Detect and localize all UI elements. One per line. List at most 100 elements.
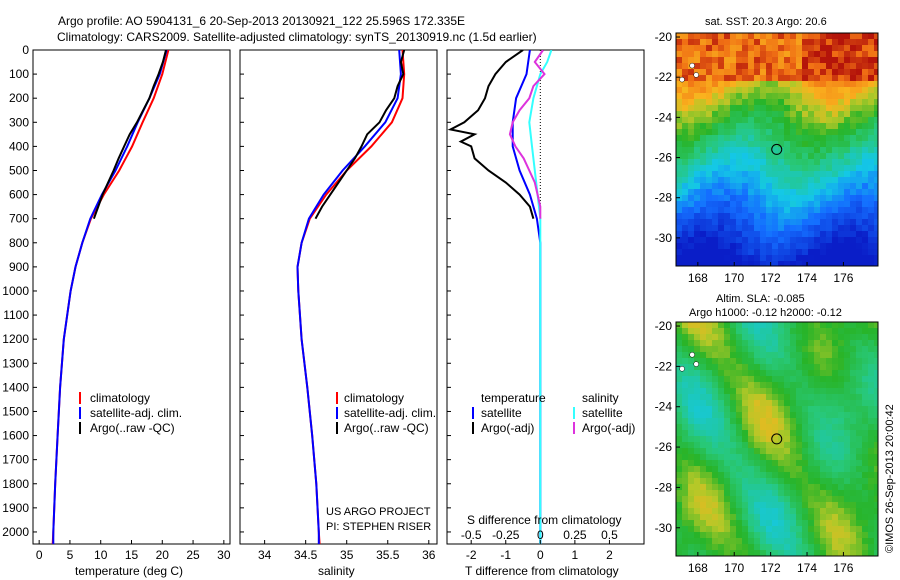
map-cell xyxy=(802,466,809,473)
map-cell xyxy=(712,490,719,497)
map-cell xyxy=(844,550,851,556)
map-cell xyxy=(712,171,719,178)
map-cell xyxy=(838,448,845,455)
map-cell xyxy=(826,189,833,196)
map-cell xyxy=(754,496,761,503)
map-cell xyxy=(772,418,779,425)
map-cell xyxy=(844,340,851,347)
map-cell xyxy=(868,352,875,359)
map-cell xyxy=(838,514,845,521)
map-cell xyxy=(742,346,749,353)
map-cell xyxy=(862,177,869,184)
map-cell xyxy=(850,39,857,46)
map-cell xyxy=(838,346,845,353)
map-cell xyxy=(796,165,803,172)
map-cell xyxy=(790,159,797,166)
map-cell xyxy=(820,147,827,154)
map-cell xyxy=(844,544,851,551)
map-cell xyxy=(688,388,695,395)
map-cell xyxy=(772,400,779,407)
map-cell xyxy=(754,466,761,473)
map-cell xyxy=(838,147,845,154)
map-cell xyxy=(790,448,797,455)
map-cell xyxy=(694,201,701,208)
map-cell xyxy=(760,189,767,196)
map-cell xyxy=(796,39,803,46)
map-cell xyxy=(796,430,803,437)
map-cell xyxy=(778,472,785,479)
map-cell xyxy=(730,370,737,377)
map-cell xyxy=(862,207,869,214)
map-cell xyxy=(784,490,791,497)
map-cell xyxy=(724,478,731,485)
map-cell xyxy=(712,165,719,172)
map-cell xyxy=(802,346,809,353)
map-cell xyxy=(736,364,743,371)
y-tick-label: -20 xyxy=(655,30,673,44)
map-cell xyxy=(706,340,713,347)
map-cell xyxy=(790,382,797,389)
map-cell xyxy=(778,123,785,130)
map-cell xyxy=(706,177,713,184)
map-cell xyxy=(850,388,857,395)
map-cell xyxy=(850,177,857,184)
map-cell xyxy=(826,424,833,431)
map-cell xyxy=(850,490,857,497)
map-cell xyxy=(874,213,878,220)
map-cell xyxy=(796,520,803,527)
map-cell xyxy=(862,129,869,136)
map-cell xyxy=(736,328,743,335)
map-cell xyxy=(706,213,713,220)
map-cell xyxy=(868,544,875,551)
map-cell xyxy=(802,394,809,401)
map-cell xyxy=(754,490,761,497)
map-cell xyxy=(730,171,737,178)
map-cell xyxy=(688,346,695,353)
map-cell xyxy=(868,376,875,383)
map-cell xyxy=(694,466,701,473)
map-cell xyxy=(868,255,875,262)
map-cell xyxy=(820,177,827,184)
map-cell xyxy=(742,526,749,533)
map-cell xyxy=(868,532,875,539)
map-cell xyxy=(688,123,695,130)
map-cell xyxy=(688,484,695,491)
map-cell xyxy=(844,255,851,262)
map-cell xyxy=(706,334,713,341)
map-cell xyxy=(694,81,701,88)
map-cell xyxy=(742,394,749,401)
map-cell xyxy=(820,81,827,88)
map-cell xyxy=(694,147,701,154)
map-cell xyxy=(694,412,701,419)
map-cell xyxy=(760,346,767,353)
map-cell xyxy=(778,460,785,467)
map-cell xyxy=(790,400,797,407)
map-cell xyxy=(754,105,761,112)
map-cell xyxy=(706,382,713,389)
x-tick-label: 174 xyxy=(797,271,817,285)
map-cell xyxy=(676,418,683,425)
map-cell xyxy=(820,33,827,40)
map-cell xyxy=(844,69,851,76)
y-tick-label: -30 xyxy=(655,521,673,535)
map-cell xyxy=(730,424,737,431)
map-cell xyxy=(766,514,773,521)
map-cell xyxy=(784,207,791,214)
map-cell xyxy=(850,171,857,178)
map-cell xyxy=(676,111,683,118)
map-cell xyxy=(730,490,737,497)
map-cell xyxy=(724,207,731,214)
map-cell xyxy=(760,165,767,172)
map-cell xyxy=(838,436,845,443)
map-cell xyxy=(826,147,833,154)
map-cell xyxy=(790,99,797,106)
map-cell xyxy=(814,508,821,515)
map-cell xyxy=(700,520,707,527)
map-cell xyxy=(820,442,827,449)
map-cell xyxy=(778,261,785,266)
map-cell xyxy=(682,117,689,124)
map-cell xyxy=(790,141,797,148)
map-cell xyxy=(712,544,719,551)
map-cell xyxy=(772,81,779,88)
map-cell xyxy=(700,394,707,401)
